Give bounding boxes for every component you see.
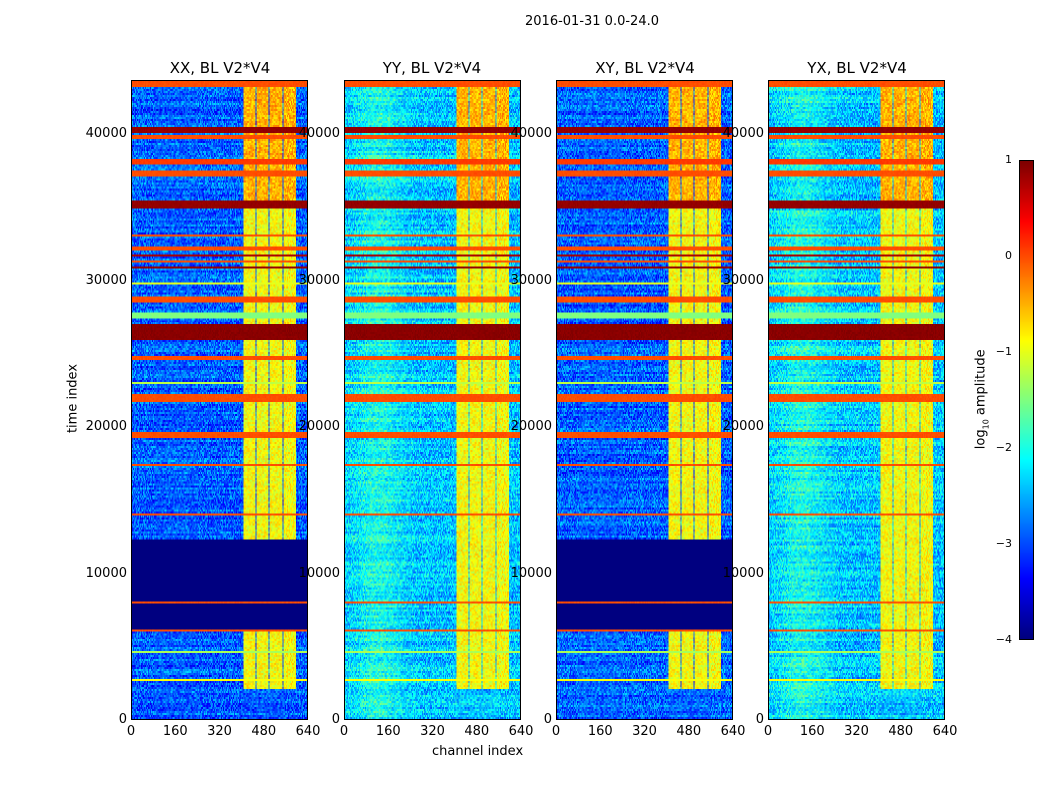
x-tick-label: 640	[295, 724, 321, 739]
x-tick-label: 320	[632, 724, 657, 739]
y-tick-label: 20000	[298, 419, 340, 435]
colorbar-label-rest: amplitude	[973, 349, 989, 420]
y-axis-label: time index	[65, 363, 81, 434]
y-tick-label: 30000	[722, 272, 764, 288]
y-tick-label: 30000	[510, 272, 552, 288]
colorbar-tick-label: 1	[1005, 153, 1012, 166]
x-tick-label: 480	[251, 724, 277, 739]
y-tick-label: 0	[118, 712, 127, 727]
y-tick-label: 0	[755, 712, 764, 727]
x-tick-label: 160	[375, 724, 401, 739]
x-tick-label: 0	[763, 724, 773, 739]
colorbar-tick-label: −2	[995, 441, 1012, 454]
y-tick-label: 10000	[298, 565, 340, 581]
colorbar-gradient	[1020, 161, 1033, 639]
y-tick-label: 40000	[510, 126, 552, 142]
heatmap-canvas	[345, 81, 520, 719]
colorbar-tick-label: 0	[1005, 249, 1012, 262]
x-tick-label: 0	[126, 724, 136, 739]
colorbar-tick-label: −3	[995, 537, 1012, 550]
panel-title-xx: XX, BL V2*V4	[169, 59, 271, 77]
panel-title-xy: XY, BL V2*V4	[595, 59, 695, 77]
x-tick-label: 320	[844, 724, 869, 739]
y-tick-label: 30000	[298, 272, 340, 288]
colorbar-label: log10 amplitude	[974, 349, 991, 449]
y-tick-label: 20000	[85, 419, 127, 435]
y-tick-label: 20000	[510, 419, 552, 435]
heatmap-canvas	[132, 81, 307, 719]
y-tick-label: 30000	[85, 272, 127, 288]
x-tick-label: 320	[207, 724, 232, 739]
x-tick-label: 480	[464, 724, 490, 739]
y-tick-label: 40000	[85, 126, 127, 142]
x-tick-label: 640	[508, 724, 534, 739]
x-axis-label: channel index	[432, 744, 524, 759]
x-tick-label: 640	[932, 724, 958, 739]
heatmap-canvas	[557, 81, 732, 719]
colorbar-tick-label: −1	[995, 345, 1012, 358]
y-tick-label: 0	[543, 712, 552, 727]
x-tick-label: 160	[799, 724, 825, 739]
x-tick-label: 0	[551, 724, 561, 739]
heatmap-canvas	[769, 81, 944, 719]
y-tick-label: 10000	[85, 565, 127, 581]
x-tick-label: 320	[420, 724, 445, 739]
colorbar-tick-label: −4	[995, 633, 1012, 646]
x-tick-label: 0	[339, 724, 349, 739]
heatmap-yy	[344, 80, 521, 720]
panel-title-yy: YY, BL V2*V4	[382, 59, 482, 77]
y-tick-label: 10000	[510, 565, 552, 581]
colorbar-label-sub: 10	[981, 419, 991, 430]
y-tick-label: 20000	[722, 419, 764, 435]
x-tick-label: 160	[587, 724, 613, 739]
colorbar	[1019, 160, 1034, 640]
figure-title: 2016-01-31 0.0-24.0	[525, 14, 659, 29]
x-tick-label: 480	[676, 724, 702, 739]
x-tick-label: 480	[888, 724, 914, 739]
y-tick-label: 40000	[722, 126, 764, 142]
y-tick-label: 0	[331, 712, 340, 727]
x-tick-label: 160	[162, 724, 188, 739]
panel-title-yx: YX, BL V2*V4	[807, 59, 907, 77]
x-tick-label: 640	[720, 724, 746, 739]
heatmap-xy	[556, 80, 733, 720]
y-tick-label: 10000	[722, 565, 764, 581]
heatmap-yx	[768, 80, 945, 720]
heatmap-xx	[131, 80, 308, 720]
y-tick-label: 40000	[298, 126, 340, 142]
